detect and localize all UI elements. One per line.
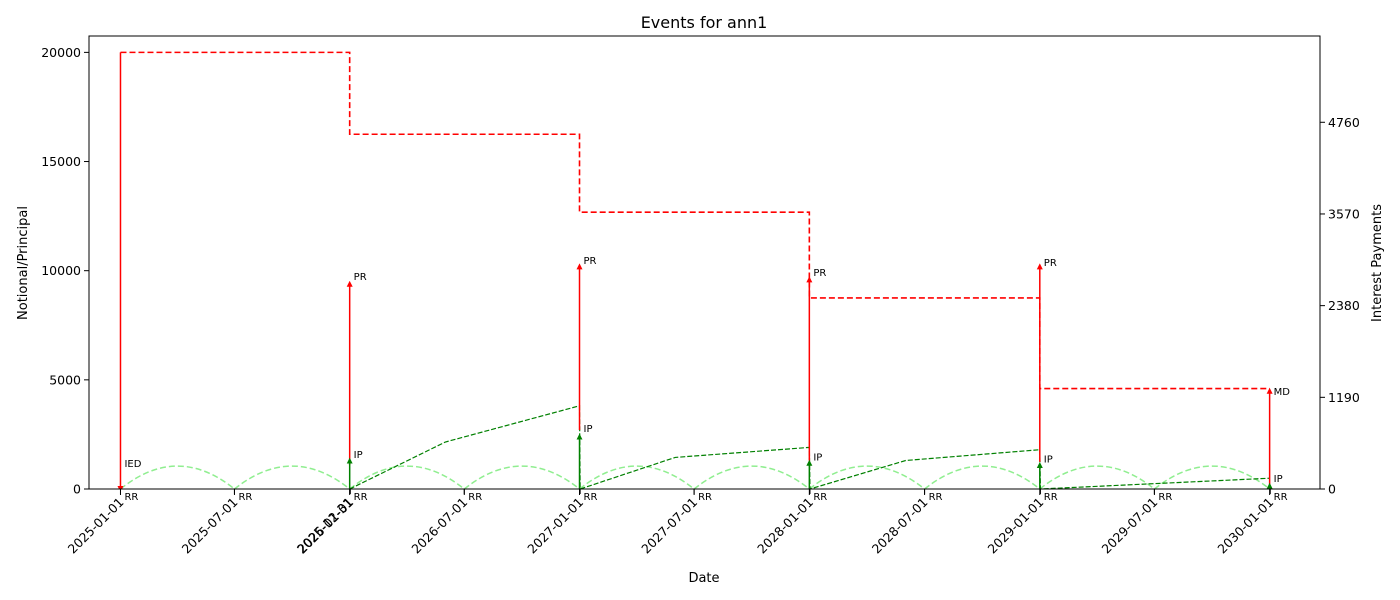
y2-axis-title: Interest Payments xyxy=(1370,204,1385,322)
rate-reset-label: RR xyxy=(238,492,252,503)
x-tick-label: 2026-01-01 xyxy=(294,495,356,557)
chart-title: Events for ann1 xyxy=(641,13,768,32)
event-label-pr: PR xyxy=(354,272,367,283)
rate-reset-label: RR xyxy=(468,492,482,503)
rate-reset-label: RR xyxy=(354,492,368,503)
event-label-pr: PR xyxy=(1044,258,1057,269)
x-tick-label: 2027-01-01 xyxy=(524,495,586,557)
rate-reset-label: RR xyxy=(584,492,598,503)
x-tick-label: 2025-07-01 xyxy=(179,495,241,557)
x-tick-label: 2027-07-01 xyxy=(638,495,700,557)
rate-reset-label: RR xyxy=(1274,492,1288,503)
event-label-ip: IP xyxy=(354,450,363,461)
rate-reset-arc xyxy=(693,465,810,489)
y2-tick-label: 3570 xyxy=(1328,206,1360,221)
x-axis-title: Date xyxy=(688,571,719,586)
rate-reset-arc xyxy=(808,465,926,489)
y-tick-label: 10000 xyxy=(41,263,81,278)
event-label-ip: IP xyxy=(1274,474,1283,485)
y-tick-label: 15000 xyxy=(41,154,81,169)
x-tick-label: 2026-07-01 xyxy=(408,495,470,557)
rate-reset-arc xyxy=(349,465,465,489)
rate-reset-arc xyxy=(233,465,351,489)
event-label-pr: PR xyxy=(584,256,597,267)
rate-reset-label: RR xyxy=(1044,492,1058,503)
y-tick-label: 5000 xyxy=(49,372,81,387)
x-tick-label: 2029-01-01 xyxy=(985,495,1047,557)
rate-reset-label: RR xyxy=(1158,492,1172,503)
event-label-pr: PR xyxy=(813,268,826,279)
notional-step-line xyxy=(120,51,1270,390)
y-tick-label: 0 xyxy=(73,482,81,497)
y2-tick-label: 4760 xyxy=(1328,115,1360,130)
event-label-ip: IP xyxy=(1044,454,1053,465)
event-label-md: MD xyxy=(1274,387,1291,398)
event-label-ip: IP xyxy=(813,452,822,463)
x-tick-label: 2030-01-01 xyxy=(1214,495,1276,557)
rate-reset-arc xyxy=(1153,465,1271,489)
plot-area: IED PR IP PR IP PR IP PR IP MD IP xyxy=(117,51,1291,489)
event-label-ied: IED xyxy=(124,459,141,470)
x-tick-label: 2025-01-01 xyxy=(65,495,127,557)
rate-reset-label: RR xyxy=(813,492,827,503)
x-tick-label: 2029-07-01 xyxy=(1099,495,1161,557)
rate-reset-arc xyxy=(120,465,235,489)
y-tick-label: 20000 xyxy=(41,45,81,60)
x-tick-label: 2028-07-01 xyxy=(869,495,931,557)
rate-reset-arc xyxy=(924,465,1041,489)
rate-reset-label: RR xyxy=(124,492,138,503)
y2-tick-label: 0 xyxy=(1328,482,1336,497)
rate-reset-arc xyxy=(463,465,580,489)
y2-tick-label: 1190 xyxy=(1328,390,1360,405)
y-axis-title: Notional/Principal xyxy=(16,206,31,320)
y2-tick-label: 2380 xyxy=(1328,298,1360,313)
axes: RR RR RR RR RR RR RR RR RR RR RR 0 5000 10000 15000 200… xyxy=(41,45,1360,557)
x-tick-label: 2028-01-01 xyxy=(754,495,816,557)
rate-reset-label: RR xyxy=(929,492,943,503)
plot-frame xyxy=(88,35,1321,490)
rate-reset-label: RR xyxy=(698,492,712,503)
rate-reset-arc xyxy=(579,465,695,489)
event-label-ip: IP xyxy=(584,424,593,435)
rate-reset-arc xyxy=(1039,465,1155,489)
